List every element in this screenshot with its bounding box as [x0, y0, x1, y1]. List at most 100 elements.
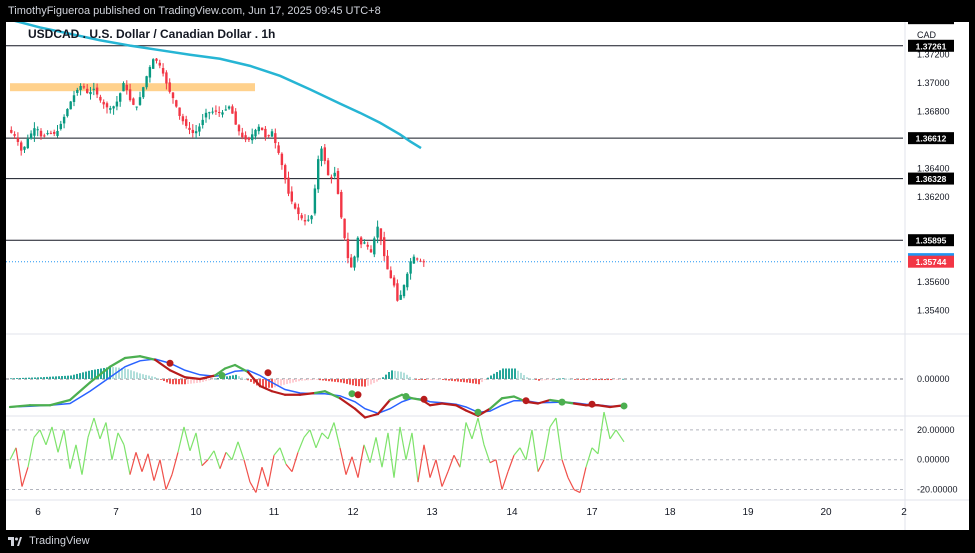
macd-line-segment [168, 369, 187, 379]
candle-body [161, 68, 165, 74]
histogram-bar [373, 379, 375, 384]
oscillator-line-segment [315, 432, 323, 449]
oscillator-line-segment [489, 459, 497, 464]
histogram-bar [385, 374, 387, 379]
candle-body [128, 89, 132, 101]
candle-body [168, 82, 171, 92]
oscillator-line-segment [519, 447, 527, 461]
candle-body [119, 93, 122, 102]
candle-body [66, 109, 69, 117]
candle-body [363, 242, 366, 244]
oscillator-line-segment [363, 444, 371, 463]
histogram-bar [361, 379, 363, 387]
oscillator-line-segment [543, 426, 551, 460]
oscillator-line-segment [273, 447, 281, 456]
candle-body [33, 128, 36, 136]
histogram-bar [592, 379, 594, 381]
oscillator-line-segment [345, 456, 353, 475]
histogram-bar [406, 374, 408, 379]
histogram-bar [430, 379, 432, 380]
histogram-bar [217, 377, 219, 379]
candle-body [82, 86, 86, 88]
oscillator-line-segment [111, 432, 119, 460]
time-tick-label: 10 [190, 507, 202, 518]
candle-body [350, 257, 353, 268]
histogram-bar [490, 375, 492, 379]
macd-line-segment [123, 355, 142, 360]
footer-bar: TradingView [0, 530, 975, 553]
histogram-bar [211, 379, 213, 380]
time-tick-label: 12 [347, 507, 359, 518]
oscillator-line-segment [591, 447, 599, 455]
chart-panel[interactable]: CAD 1.37200 1.37000 1.36800 1.36400 1.36200 1.… [6, 22, 969, 530]
histogram-bar [190, 379, 192, 384]
oscillator-line-segment [381, 432, 389, 468]
crossover-dot [354, 391, 362, 399]
candle-body [62, 116, 66, 124]
macd-line-segment [213, 367, 227, 377]
histogram-bar [289, 379, 291, 384]
oscillator-line-segment [303, 429, 311, 438]
candle-body [26, 138, 29, 149]
macd-line-segment [246, 370, 262, 388]
candle-body [198, 126, 201, 132]
histogram-bar [304, 379, 306, 381]
candle-body [231, 106, 234, 114]
histogram-bar [538, 379, 540, 381]
oscillator-line-segment [369, 437, 377, 463]
histogram-bar [49, 376, 51, 379]
histogram-bar [463, 379, 465, 383]
histogram-bar [94, 369, 96, 379]
histogram-bar [169, 379, 171, 384]
oscillator-line-segment [585, 447, 593, 468]
macd-line-segment [108, 356, 127, 368]
chart-canvas[interactable]: CAD 1.37200 1.37000 1.36800 1.36400 1.36200 1.… [6, 22, 969, 530]
candle-body [221, 112, 224, 115]
oscillator-line-segment [237, 441, 245, 460]
macd-line-segment [410, 397, 424, 402]
crossover-dot [558, 398, 566, 406]
candle-body [59, 123, 62, 130]
histogram-bar [613, 379, 615, 380]
candle-body [132, 98, 135, 105]
histogram-bar [607, 379, 609, 381]
histogram-bar [184, 379, 186, 385]
candle-body [244, 135, 247, 140]
histogram-bar [382, 377, 384, 379]
histogram-bar [13, 378, 15, 379]
histogram-bar [283, 379, 285, 385]
oscillator-line-segment [141, 453, 149, 472]
histogram-bar [214, 378, 216, 380]
oscillator-line-segment [441, 471, 449, 487]
histogram-bar [28, 377, 30, 379]
histogram-bar [241, 377, 243, 379]
oscillator-line-segment [57, 429, 65, 453]
candle-body [152, 59, 155, 69]
histogram-bar [604, 379, 606, 381]
histogram-bar [418, 379, 420, 380]
oscillator-line-segment [255, 467, 263, 493]
candle-body [218, 112, 221, 114]
histogram-bar [541, 379, 543, 381]
histogram-bar [415, 379, 417, 380]
histogram-bar [454, 379, 456, 382]
candle-body [366, 244, 369, 247]
histogram-bar [118, 367, 120, 379]
histogram-bar [568, 378, 570, 380]
oscillator-line-segment [525, 429, 533, 460]
histogram-bar [331, 379, 333, 382]
histogram-bar [337, 379, 339, 383]
candle-body [148, 67, 152, 78]
histogram-bar [10, 378, 12, 380]
histogram-bar [139, 373, 141, 379]
candle-body [422, 261, 425, 263]
candle-body [274, 133, 277, 144]
candle-body [109, 108, 112, 110]
oscillator-line-segment [459, 422, 467, 468]
oscillator-line-segment [477, 417, 485, 445]
macd-line-segment [88, 365, 112, 384]
oscillator-line-segment [219, 452, 227, 469]
candle-body [105, 103, 109, 108]
tradingview-logo-icon [8, 537, 22, 546]
crossover-dot [474, 408, 482, 416]
